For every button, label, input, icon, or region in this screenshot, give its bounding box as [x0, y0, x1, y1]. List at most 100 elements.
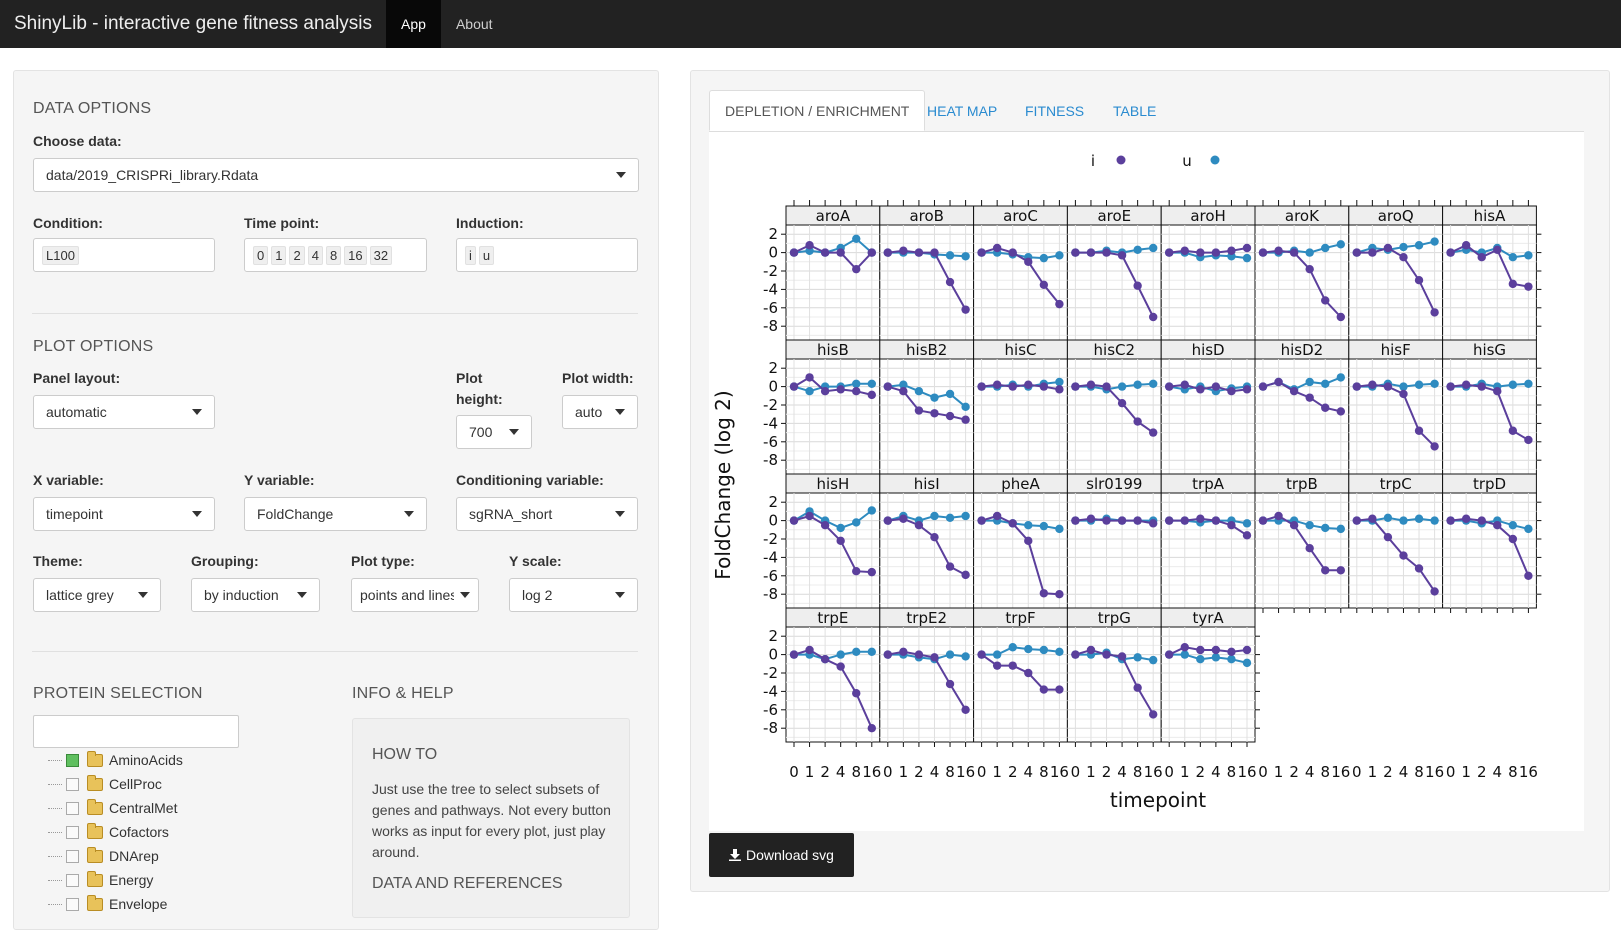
y-variable-select[interactable]: FoldChange — [244, 497, 427, 531]
tree-item-aminoacids[interactable]: AminoAcids — [48, 749, 183, 771]
timepoint-chip[interactable]: 0 — [253, 245, 269, 265]
y-tick-label: -8 — [763, 719, 778, 737]
tab-fitness[interactable]: FITNESS — [1025, 102, 1085, 119]
data-point-i — [852, 264, 861, 274]
data-point-i — [1071, 516, 1080, 525]
x-tick-label: 16 — [862, 763, 881, 781]
data-point-i — [1196, 385, 1205, 394]
grouping-select[interactable]: by induction — [191, 578, 320, 612]
data-point-i — [1071, 382, 1080, 391]
checkbox-icon[interactable] — [66, 849, 79, 863]
y-scale-select[interactable]: log 2 — [509, 578, 638, 612]
data-point-i — [1149, 312, 1158, 322]
timepoint-chip[interactable]: 32 — [369, 245, 393, 265]
data-point-i — [1368, 248, 1377, 257]
tree-item-label: DNArep — [109, 848, 159, 864]
timepoint-chip[interactable]: 16 — [344, 245, 367, 265]
timepoint-chip[interactable]: 2 — [289, 245, 305, 265]
legend-label-u: u — [1182, 152, 1192, 170]
data-point-i — [1165, 248, 1174, 257]
tab-depletion-enrichment[interactable]: DEPLETION / ENRICHMENT — [709, 90, 926, 131]
tree-item-energy[interactable]: Energy — [48, 869, 153, 891]
data-point-i — [867, 567, 876, 577]
data-point-i — [1461, 514, 1471, 523]
induction-chip[interactable]: u — [478, 245, 495, 265]
tree-connector — [48, 831, 62, 833]
panel-frame — [1160, 224, 1256, 341]
x-tick-label: 16 — [956, 763, 975, 781]
data-point-u — [961, 402, 970, 412]
plot-type-select[interactable]: points and lines — [351, 578, 479, 612]
x-tick-label: 0 — [789, 763, 799, 781]
data-point-u — [867, 379, 876, 389]
choose-data-select[interactable]: data/2019_CRISPRi_library.Rdata — [33, 158, 639, 192]
data-point-i — [1477, 382, 1486, 391]
panel-layout-select[interactable]: automatic — [33, 395, 215, 429]
data-point-i — [961, 570, 970, 580]
nav-tab-about[interactable]: About — [455, 16, 493, 32]
x-tick-label: 4 — [1024, 763, 1034, 781]
checkbox-icon[interactable] — [66, 777, 79, 791]
induction-chip[interactable]: i — [465, 245, 476, 265]
checkbox-icon[interactable] — [66, 897, 79, 911]
tree-item-centralmet[interactable]: CentralMet — [48, 797, 177, 819]
y-tick-label: -4 — [763, 280, 778, 298]
tree-item-cofactors[interactable]: Cofactors — [48, 821, 169, 843]
theme-select[interactable]: lattice grey — [33, 578, 161, 612]
data-point-i — [789, 248, 799, 257]
data-point-u — [1524, 251, 1533, 260]
data-point-i — [1289, 521, 1299, 530]
checkbox-checked-icon[interactable] — [66, 753, 79, 767]
checkbox-icon[interactable] — [66, 873, 79, 887]
data-point-i — [883, 382, 892, 391]
nav-tab-app[interactable]: App — [386, 0, 441, 48]
data-point-i — [1242, 243, 1252, 253]
data-point-i — [945, 562, 955, 571]
data-point-i — [1289, 248, 1299, 257]
data-point-u — [930, 393, 939, 402]
data-point-i — [1274, 511, 1283, 521]
x-variable-select[interactable]: timepoint — [33, 497, 215, 531]
timepoint-chip[interactable]: 4 — [307, 245, 323, 265]
protein-search-input[interactable] — [33, 715, 239, 748]
plot-width-select[interactable]: auto — [562, 395, 638, 429]
conditioning-variable-select[interactable]: sgRNA_short — [456, 497, 638, 531]
y-variable-label: Y variable: — [244, 472, 315, 488]
panel-strip-label: hisD2 — [1281, 341, 1324, 359]
panel-frame — [1066, 492, 1162, 609]
data-point-u — [1055, 524, 1064, 534]
tree-item-dnarep[interactable]: DNArep — [48, 845, 159, 867]
condition-chip[interactable]: L100 — [42, 245, 79, 265]
x-tick-label: 2 — [1196, 763, 1206, 781]
tree-item-envelope[interactable]: Envelope — [48, 893, 167, 915]
data-point-i — [1321, 296, 1330, 305]
tab-table[interactable]: TABLE — [1113, 102, 1157, 119]
checkbox-icon[interactable] — [66, 801, 79, 815]
data-point-i — [836, 662, 845, 671]
plot-height-select[interactable]: 700 — [456, 415, 532, 449]
data-point-i — [1196, 514, 1205, 523]
tree-item-cellproc[interactable]: CellProc — [48, 773, 162, 795]
download-svg-button[interactable]: Download svg — [709, 833, 854, 877]
data-point-i — [961, 305, 970, 314]
condition-input[interactable]: L100 — [33, 238, 215, 272]
induction-input[interactable]: i u — [456, 238, 638, 272]
tree-item-label: Cofactors — [109, 824, 169, 840]
condition-label: Condition: — [33, 215, 103, 231]
chevron-down-icon — [192, 409, 202, 415]
data-point-i — [867, 724, 876, 733]
data-point-i — [1305, 393, 1314, 402]
info-help-heading: INFO & HELP — [352, 685, 454, 702]
timepoint-label: Time point: — [244, 215, 320, 231]
timepoint-chip[interactable]: 1 — [271, 245, 287, 265]
timepoint-input[interactable]: 0 1 2 4 8 16 32 — [244, 238, 427, 272]
data-point-i — [961, 705, 970, 714]
x-tick-label: 4 — [1117, 763, 1127, 781]
data-point-i — [1336, 312, 1346, 322]
timepoint-chip[interactable]: 8 — [325, 245, 342, 265]
x-tick-label: 8 — [1133, 763, 1143, 781]
checkbox-icon[interactable] — [66, 825, 79, 839]
tree-connector — [48, 879, 62, 881]
tab-heat-map[interactable]: HEAT MAP — [927, 102, 998, 119]
data-point-i — [805, 645, 814, 655]
